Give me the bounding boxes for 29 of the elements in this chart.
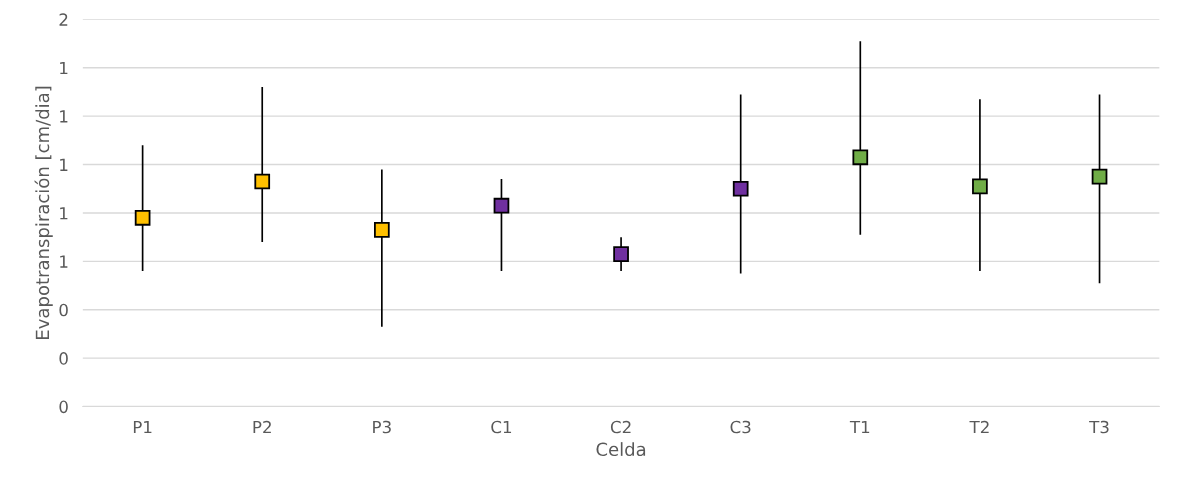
- y-tick-label: 1: [60, 61, 68, 75]
- x-tick-label: C1: [491, 420, 512, 434]
- y-tick-label: 1: [60, 255, 68, 268]
- x-tick-label: P3: [373, 420, 391, 434]
- y-tick-label: 2: [59, 13, 68, 26]
- y-tick-label: 0: [59, 303, 68, 317]
- x-tick-label: P1: [133, 420, 152, 434]
- point: [1091, 168, 1108, 185]
- point: [254, 173, 271, 190]
- x-tick-label: T3: [1089, 420, 1109, 434]
- x-tick-label: T2: [969, 420, 989, 434]
- point: [613, 246, 629, 262]
- y-tick-label: 1: [60, 158, 68, 171]
- y-tick-label: 0: [59, 400, 68, 414]
- y-tick-label: 1: [60, 207, 68, 220]
- y-axis-title: Evapotranspiración [cm/dia]: [34, 86, 53, 339]
- point: [732, 180, 749, 197]
- x-tick-label: C2: [610, 420, 631, 434]
- x-tick-label: P2: [253, 420, 271, 434]
- point: [134, 209, 151, 226]
- x-tick-label: T1: [849, 420, 870, 434]
- y-tick-label: 0: [59, 352, 68, 365]
- x-tick-label: C3: [730, 420, 751, 434]
- point: [972, 178, 988, 195]
- point: [852, 149, 869, 166]
- point: [493, 197, 510, 214]
- x-axis-title: Celda: [596, 442, 646, 457]
- point: [373, 222, 390, 238]
- y-tick-label: 1: [60, 110, 68, 123]
